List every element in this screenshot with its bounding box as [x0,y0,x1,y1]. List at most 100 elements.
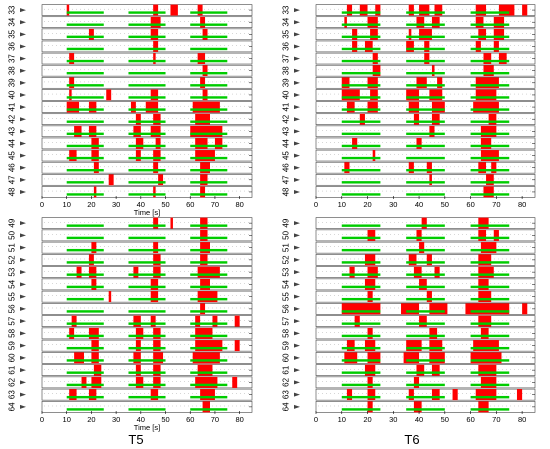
state-bar [470,132,510,136]
row-label: 49 [282,218,291,227]
row-marker-icon [294,20,300,25]
event-bar [419,315,427,327]
x-tick-label: 50 [161,200,169,209]
event-bar [370,28,378,40]
event-bar [150,89,159,101]
x-tick-label: 70 [492,200,500,209]
state-bar [190,322,228,325]
state-bar [470,346,510,350]
event-bar [516,389,523,401]
state-bar [128,273,166,276]
row-marker-icon [294,245,300,250]
row-frame [41,161,253,174]
state-bar [66,132,104,136]
event-bar [486,174,494,186]
row-marker-icon [294,331,300,336]
x-tick-label: 60 [186,415,194,424]
state-bar [341,248,381,252]
event-bar [88,389,97,401]
state-bar [341,23,381,26]
state-bar [190,359,228,362]
state-bar [66,96,104,99]
event-bar [429,174,432,186]
row-label: 53 [8,267,17,276]
x-tick-label: 70 [492,415,500,424]
state-bar [190,156,228,160]
event-bar [153,376,161,388]
x-tick-label: 50 [161,415,169,424]
state-bar [341,59,381,63]
event-bar [352,137,358,149]
row-marker-icon [294,221,300,226]
event-bar [354,315,360,327]
row-label: 34 [8,17,17,26]
state-bar [470,395,510,399]
row-label: 51 [8,243,17,252]
raster-panel-bottom-left: 49 50 51 52 53 54 55 56 57 58 59 60 61 62 63 64 0 10 20 30 4… [8,217,253,432]
state-bar [128,310,166,313]
state-bar [66,322,104,325]
state-bar [341,11,381,14]
state-bar [341,144,381,148]
state-bar [470,224,510,227]
event-bar [81,376,87,388]
event-bar [76,266,82,278]
state-bar [341,108,381,111]
x-tick-label: 80 [235,200,243,209]
state-bar [406,23,445,26]
signal-row: 34 [8,16,253,28]
event-bar [372,150,376,162]
event-bar [69,53,75,65]
event-bar [69,150,77,162]
event-bar [429,327,438,339]
signal-row: 60 [8,352,253,364]
row-marker-icon [20,392,26,397]
signal-row: 50 [8,229,253,242]
event-bar [498,4,515,16]
row-marker-icon [294,68,300,73]
state-bar [66,408,104,411]
row-marker-icon [20,105,26,110]
event-bar [153,150,161,162]
event-bar [367,376,373,388]
row-label: 56 [8,304,17,313]
event-bar [434,4,443,16]
row-label: 47 [282,175,291,184]
state-bar [66,297,104,301]
event-bar [200,229,208,241]
event-bar [364,40,373,52]
signal-row: 54 [282,278,536,291]
state-bar [128,346,166,350]
event-bar [367,266,378,278]
state-bar [341,96,381,99]
signal-row: 47 [282,174,536,186]
event-bar [408,254,417,266]
event-bar [135,113,141,125]
event-bar [135,364,141,376]
event-bar [153,254,161,266]
state-bar [406,35,445,39]
event-bar [470,352,502,364]
state-bar [66,193,104,196]
event-bar [69,389,77,401]
state-bar [406,334,445,338]
event-bar [364,364,376,376]
event-bar [416,364,425,376]
event-bar [488,113,497,125]
row-marker-icon [20,141,26,146]
event-bar [367,16,378,28]
event-bar [352,40,358,52]
row-label: 59 [282,341,291,350]
signal-row: 33 [282,4,536,16]
event-bar [69,77,75,89]
state-bar [406,322,445,325]
row-label: 48 [8,187,17,196]
event-bar [135,150,141,162]
state-bar [128,71,166,75]
event-bar [465,303,510,315]
event-bar [426,291,432,303]
state-bar [406,383,445,387]
row-frame [315,137,536,150]
row-marker-icon [294,32,300,37]
